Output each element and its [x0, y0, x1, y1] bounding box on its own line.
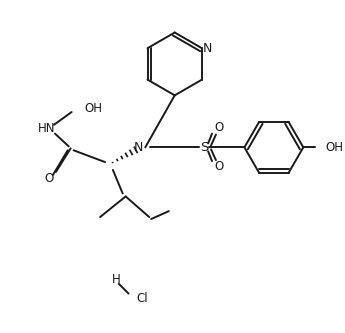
Text: OH: OH [85, 102, 102, 115]
Text: O: O [45, 172, 54, 185]
Text: S: S [200, 141, 208, 154]
Text: O: O [214, 161, 224, 173]
Text: OH: OH [325, 141, 343, 154]
Text: N: N [203, 42, 213, 55]
Text: H: H [111, 273, 120, 286]
Text: Cl: Cl [136, 292, 148, 305]
Text: N: N [134, 141, 143, 154]
Text: O: O [214, 121, 224, 134]
Text: HN: HN [38, 122, 56, 135]
